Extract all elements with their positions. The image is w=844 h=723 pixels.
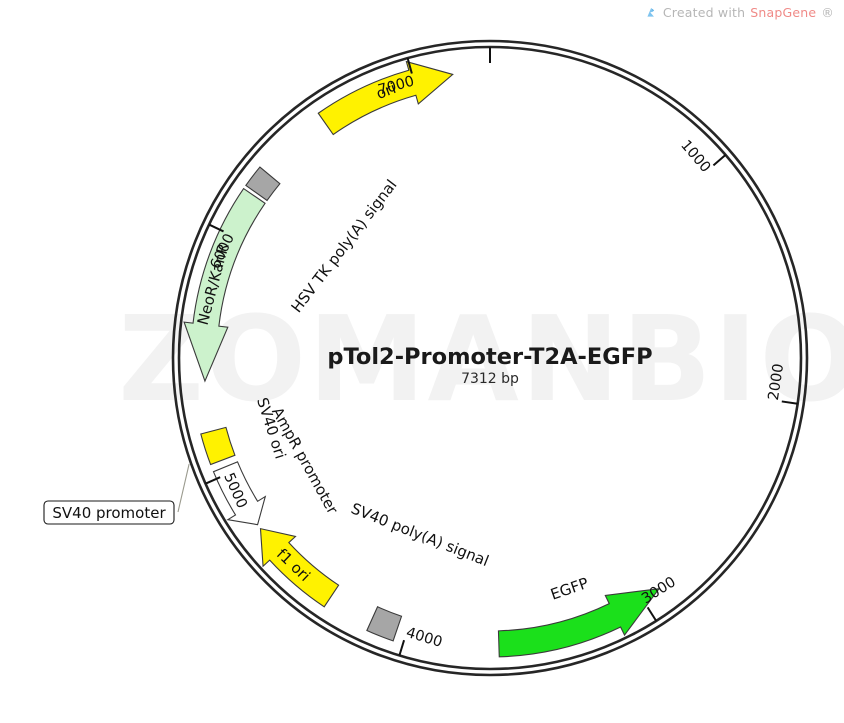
- page-title: pTol2-Promoter-T2A-EGFP: [327, 344, 652, 370]
- credit-registered: ®: [821, 5, 834, 20]
- callout-layer: SV40 promoter: [43, 463, 190, 525]
- feature-f1-ori[interactable]: [259, 527, 340, 608]
- credit-brand-snap: SnapGene: [750, 5, 817, 20]
- tick-mark-1000: [712, 154, 727, 167]
- tick-mark-3000: [646, 606, 658, 622]
- feature-label-egfp: EGFP: [548, 574, 591, 604]
- tick-mark-6000: [208, 223, 224, 233]
- tick-label-3000: 3000: [639, 574, 679, 607]
- backbone-ring-1: [171, 39, 809, 677]
- tick-mark-7000: [406, 57, 413, 74]
- plasmid-size-label: 7312 bp: [461, 371, 519, 387]
- snapgene-credit: Created with SnapGene ®: [645, 5, 834, 20]
- feature-sv40-poly-a-signal[interactable]: [366, 606, 403, 642]
- tick-mark-5000: [205, 476, 221, 485]
- tick-label-4000: 4000: [404, 625, 444, 651]
- feature-hsv-tk-poly-a-signal[interactable]: [245, 166, 281, 202]
- callout-box-sv40-promoter[interactable]: [43, 500, 175, 525]
- feature-egfp[interactable]: [497, 587, 661, 658]
- callout-leader-sv40-promoter: [177, 463, 190, 513]
- feature-label-sv40-poly-a-signal: SV40 poly(A) signal: [349, 499, 492, 570]
- tick-mark-4000: [398, 639, 406, 656]
- feature-sv40-ori[interactable]: [200, 426, 236, 466]
- feature-neor-kanr[interactable]: [183, 187, 266, 383]
- callout-label-sv40-promoter: SV40 promoter: [52, 504, 166, 522]
- feature-ampr-promoter[interactable]: [212, 461, 267, 526]
- snapgene-logo-icon: [645, 6, 658, 19]
- feature-label-ori: ori: [374, 79, 399, 103]
- tick-label-2000: 2000: [766, 363, 787, 402]
- feature-layer: [183, 60, 661, 658]
- credit-prefix: Created with: [662, 5, 746, 20]
- tick-label-1000: 1000: [677, 137, 713, 175]
- watermark-layer: ZOMANBIO: [118, 290, 844, 428]
- tick-mark-2000: [781, 400, 798, 405]
- watermark-zomanbio: ZOMANBIO: [118, 290, 844, 428]
- plasmid-title-group: pTol2-Promoter-T2A-EGFP 7312 bp: [327, 344, 652, 387]
- feature-ori[interactable]: [317, 60, 454, 136]
